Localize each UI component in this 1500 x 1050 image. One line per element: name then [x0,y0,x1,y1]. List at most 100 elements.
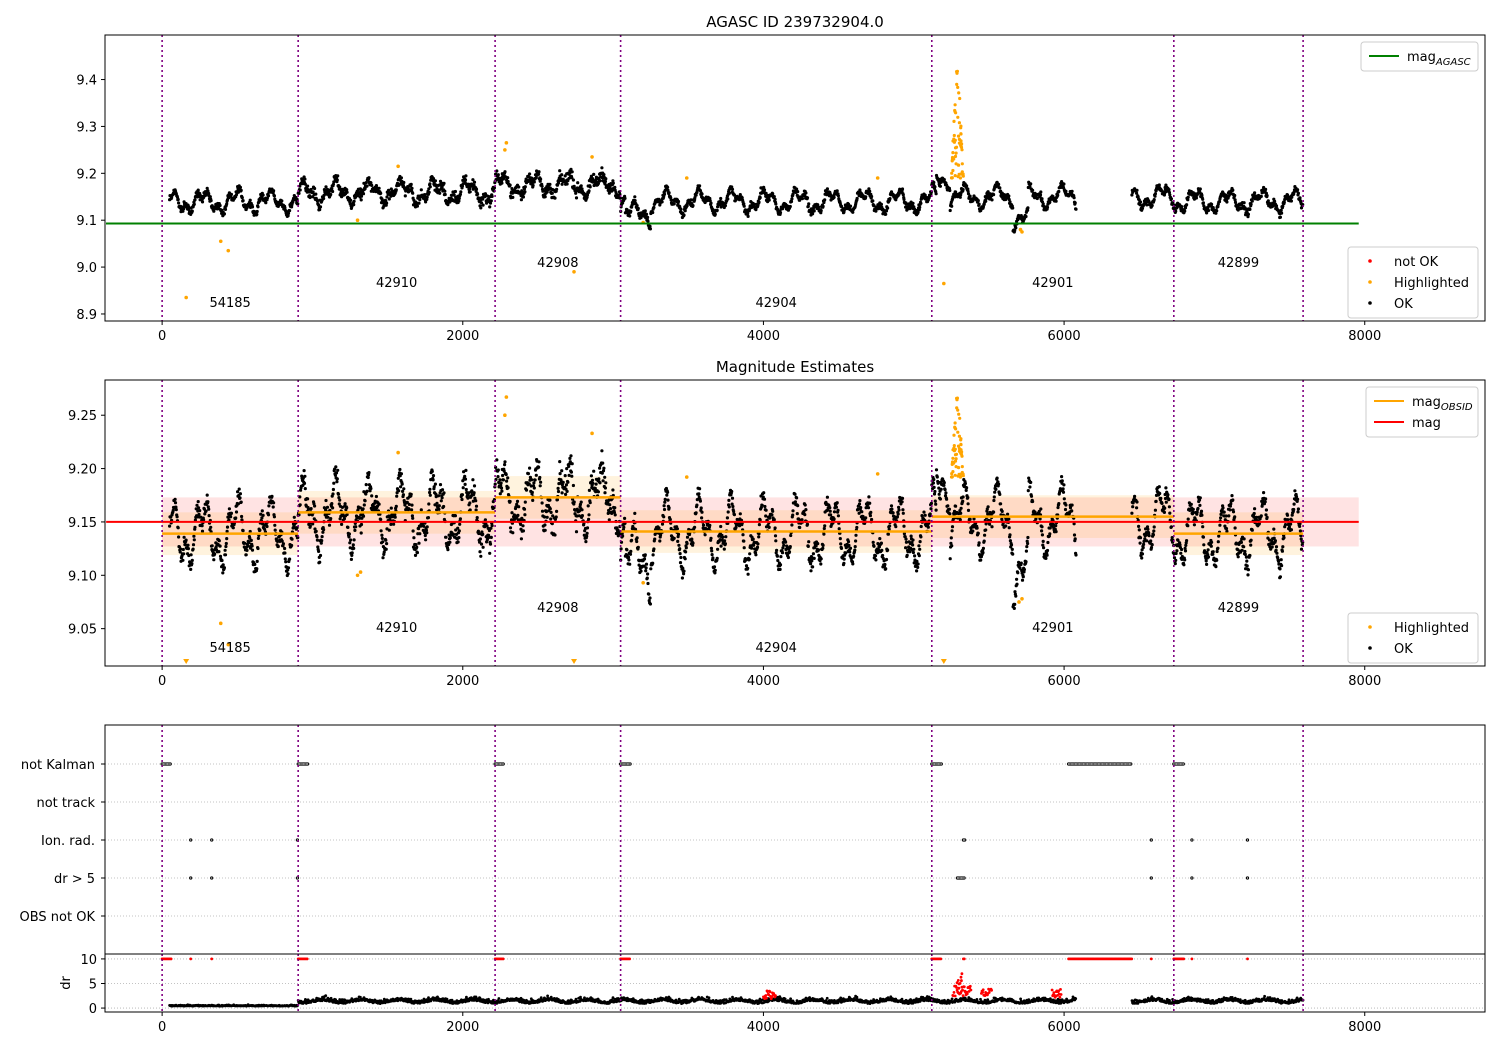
y-tick-label: 10 [80,953,97,968]
y-tick-label: 9.25 [68,409,97,424]
obsid-label: 54185 [209,296,250,311]
obsid-label: 42901 [1032,276,1073,291]
highlighted-spike [949,69,965,180]
y-tick-label: 9.2 [76,167,97,182]
panel-mag-estimates: Magnitude Estimates 54185 42910 42908 42904… [68,358,1486,689]
clipped-marker [571,659,578,664]
panel-flags-axes: not Kalman not track Ion. rad. dr > 5 OBS no… [20,758,105,925]
legend-label: OK [1394,297,1413,312]
x-tick-label: 4000 [747,674,780,689]
flag-category-label: dr > 5 [54,872,95,887]
panel-dr: 0 2000 4000 6000 8000 0 5 10 dr [59,953,1486,1035]
panel-mag-estimates-frame [104,379,1486,667]
x-tick-label: 8000 [1348,1020,1381,1035]
legend-frame [1365,386,1479,438]
panel-flags-data [105,725,1485,954]
panel-flags-frame [104,724,1486,955]
highlighted-spike [949,396,965,479]
y-tick-label: 9.4 [76,74,97,89]
y-tick-label: 9.05 [68,623,97,638]
y-tick-label: 9.15 [68,516,97,531]
legend-marker [1368,259,1372,263]
dr-not-ok-points [160,957,1249,1001]
obsid-label: 42901 [1032,621,1073,636]
y-tick-label: 0 [89,1002,97,1017]
highlighted-point [875,176,880,180]
highlighted-point [355,573,360,578]
legend-marker [1368,625,1372,629]
highlighted-point [218,239,223,244]
highlighted-point [226,642,231,647]
x-tick-label: 6000 [1048,674,1081,689]
legend-marker [1368,280,1372,284]
x-tick-label: 2000 [446,1020,479,1035]
highlighted-point [184,295,188,300]
legend-frame [1347,612,1479,664]
obsid-label: 42904 [756,641,797,656]
x-tick-label: 0 [158,1020,166,1035]
legend-frame [1347,246,1479,319]
legend-label: Highlighted [1394,621,1469,636]
highlighted-point [590,431,594,436]
highlighted-point [503,413,507,418]
highlighted-point [1017,600,1021,604]
x-tick-label: 0 [158,329,166,344]
x-tick-label: 2000 [446,674,479,689]
x-tick-label: 8000 [1348,329,1381,344]
x-tick-label: 6000 [1048,1020,1081,1035]
x-tick-label: 8000 [1348,674,1381,689]
highlighted-point [590,155,594,159]
obsid-label: 42908 [537,256,578,271]
highlighted-point [358,570,363,574]
flag-category-label: not Kalman [21,758,95,773]
panel-agasc: AGASC ID 239732904.0 54185 42910 42908 4290… [76,13,1486,344]
x-tick-label: 2000 [446,329,479,344]
clipped-marker [183,659,190,664]
panel-mag-estimates-data: 54185 42910 42908 42904 42901 42899 [106,380,1359,666]
legend-label: OK [1394,642,1413,657]
obsid-label: 42904 [756,296,797,311]
panel-agasc-frame [104,34,1486,322]
x-tick-label: 4000 [747,329,780,344]
highlighted-point [572,269,576,274]
panel-flags: not Kalman not track Ion. rad. dr > 5 OBS no… [20,724,1486,955]
panel-dr-data [105,954,1485,1012]
flag-category-label: Ion. rad. [41,834,95,849]
obsid-label: 42910 [376,621,417,636]
highlighted-point [218,621,223,626]
x-tick-label: 0 [158,674,166,689]
highlighted-point [641,580,645,585]
panel-dr-axes: 0 2000 4000 6000 8000 0 5 10 [80,953,1381,1035]
y-tick-label: 9.1 [76,214,97,229]
legend-label: Highlighted [1394,276,1469,291]
highlighted-point [942,281,946,286]
panel-mag-estimates-title: Magnitude Estimates [716,358,874,376]
highlighted-point [396,164,400,169]
obsid-label: 42908 [537,601,578,616]
highlighted-point [504,141,509,145]
flag-category-label: not track [36,796,95,811]
ok-points [168,166,1305,234]
obsid-label: 54185 [209,641,250,656]
dr-ok-points [168,994,1305,1008]
panel-agasc-data: 54185 42910 42908 42904 42901 42899 [106,35,1359,321]
legend-marker [1368,646,1372,650]
clipped-marker [940,659,947,664]
highlighted-point [684,475,689,479]
panel-mag-estimates-axes: 0 2000 4000 6000 8000 9.05 9.10 9.15 9.20 9.25 [68,409,1381,689]
highlighted-point [1020,230,1024,234]
highlighted-point [875,472,880,476]
highlighted-point [684,176,689,180]
highlighted-point [226,248,231,253]
x-tick-label: 4000 [747,1020,780,1035]
legend-marker [1368,301,1372,305]
y-tick-label: 8.9 [76,308,97,323]
legend-label: not OK [1394,255,1439,270]
x-tick-label: 6000 [1048,329,1081,344]
highlighted-point [355,218,360,222]
panel-agasc-title: AGASC ID 239732904.0 [706,13,884,31]
legend-frame [1360,41,1479,72]
y-tick-label: 9.0 [76,261,97,276]
